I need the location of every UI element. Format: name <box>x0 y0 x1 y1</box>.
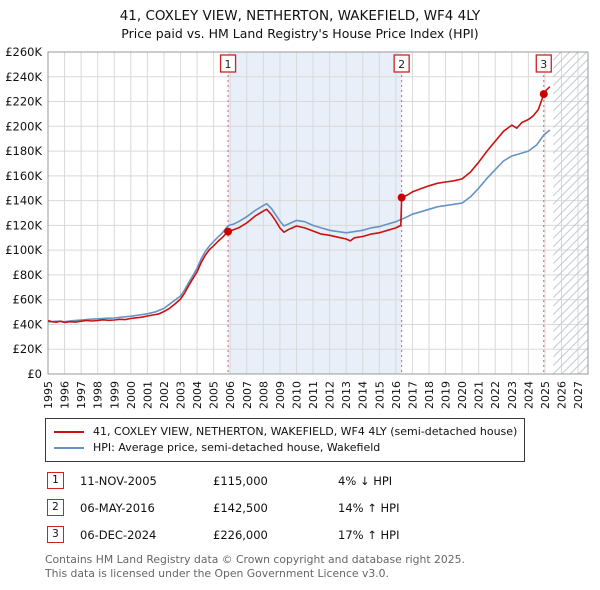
svg-text:2015: 2015 <box>373 381 386 409</box>
svg-text:2003: 2003 <box>175 381 188 409</box>
svg-text:2018: 2018 <box>423 381 436 409</box>
svg-text:£180K: £180K <box>5 144 42 158</box>
svg-text:2000: 2000 <box>125 381 138 409</box>
svg-text:2016: 2016 <box>390 381 403 409</box>
svg-text:£160K: £160K <box>5 169 42 183</box>
table-row: 1 11-NOV-2005 £115,000 4% ↓ HPI <box>47 472 600 489</box>
svg-text:£140K: £140K <box>5 194 42 208</box>
sale-date: 06-DEC-2024 <box>80 527 157 542</box>
svg-text:2: 2 <box>398 58 405 71</box>
svg-text:£20K: £20K <box>13 342 43 356</box>
svg-text:2022: 2022 <box>489 381 502 409</box>
svg-text:2021: 2021 <box>473 381 486 409</box>
svg-text:2008: 2008 <box>257 381 270 409</box>
svg-text:2004: 2004 <box>191 381 204 409</box>
svg-text:2002: 2002 <box>158 381 171 409</box>
svg-text:1999: 1999 <box>108 381 121 409</box>
svg-text:2012: 2012 <box>324 381 337 409</box>
svg-text:2007: 2007 <box>241 381 254 409</box>
svg-text:2009: 2009 <box>274 381 287 409</box>
svg-text:2001: 2001 <box>141 381 154 409</box>
chart-title: 41, COXLEY VIEW, NETHERTON, WAKEFIELD, W… <box>119 8 481 24</box>
svg-text:£200K: £200K <box>5 119 42 133</box>
svg-text:£80K: £80K <box>13 268 43 282</box>
svg-text:£0: £0 <box>27 367 42 381</box>
svg-text:2014: 2014 <box>357 381 370 409</box>
svg-text:£40K: £40K <box>13 317 43 331</box>
chart-legend: 41, COXLEY VIEW, NETHERTON, WAKEFIELD, W… <box>45 418 525 462</box>
legend-label-hpi: HPI: Average price, semi-detached house,… <box>93 441 381 454</box>
svg-text:2026: 2026 <box>555 381 568 409</box>
sale-number-badge: 2 <box>47 499 64 516</box>
legend-label-property: 41, COXLEY VIEW, NETHERTON, WAKEFIELD, W… <box>93 425 518 438</box>
svg-text:2013: 2013 <box>340 381 353 409</box>
sale-hpi-delta: 17% ↑ HPI <box>338 527 400 542</box>
svg-text:2027: 2027 <box>572 381 585 409</box>
svg-text:£100K: £100K <box>5 243 42 257</box>
title-block: 41, COXLEY VIEW, NETHERTON, WAKEFIELD, W… <box>0 0 600 42</box>
svg-text:2006: 2006 <box>224 381 237 409</box>
legend-item-hpi: HPI: Average price, semi-detached house,… <box>54 440 516 456</box>
footer-line-1: Contains HM Land Registry data © Crown c… <box>45 553 465 566</box>
svg-text:2011: 2011 <box>307 381 320 409</box>
svg-text:£220K: £220K <box>5 95 42 109</box>
svg-text:£120K: £120K <box>5 218 42 232</box>
sale-price: £115,000 <box>213 473 268 488</box>
sale-price: £142,500 <box>213 500 268 515</box>
chart-subtitle: Price paid vs. HM Land Registry's House … <box>121 26 479 41</box>
svg-text:£240K: £240K <box>5 70 42 84</box>
svg-text:1: 1 <box>225 58 232 71</box>
svg-text:2017: 2017 <box>406 381 419 409</box>
svg-text:2023: 2023 <box>506 381 519 409</box>
license-footer: Contains HM Land Registry data © Crown c… <box>45 553 600 580</box>
svg-text:1996: 1996 <box>59 381 72 409</box>
hpi-line-swatch <box>54 447 84 449</box>
sale-hpi-delta: 14% ↑ HPI <box>338 500 400 515</box>
sales-table: 1 11-NOV-2005 £115,000 4% ↓ HPI 2 06-MAY… <box>47 472 600 543</box>
svg-text:1997: 1997 <box>75 381 88 409</box>
svg-text:2005: 2005 <box>208 381 221 409</box>
sale-date: 06-MAY-2016 <box>80 500 155 515</box>
svg-text:1995: 1995 <box>42 381 55 409</box>
legend-item-property: 41, COXLEY VIEW, NETHERTON, WAKEFIELD, W… <box>54 424 518 440</box>
sale-date: 11-NOV-2005 <box>80 473 157 488</box>
svg-text:£60K: £60K <box>13 293 43 307</box>
svg-text:2019: 2019 <box>440 381 453 409</box>
price-chart: 1 2 3 £0 £20K £40K £60K £80K £100K £120K £140K £160… <box>5 45 589 409</box>
sale-hpi-delta: 4% ↓ HPI <box>338 473 393 488</box>
sale-price: £226,000 <box>213 527 268 542</box>
sale-number-badge: 3 <box>47 526 64 543</box>
svg-text:2020: 2020 <box>456 381 469 409</box>
property-line-swatch <box>54 431 84 433</box>
table-row: 3 06-DEC-2024 £226,000 17% ↑ HPI <box>47 526 600 543</box>
footer-line-2: This data is licensed under the Open Gov… <box>45 566 389 580</box>
svg-text:1998: 1998 <box>92 381 105 409</box>
svg-text:2024: 2024 <box>522 381 535 409</box>
svg-text:2010: 2010 <box>290 381 303 409</box>
svg-text:3: 3 <box>540 58 547 71</box>
svg-text:£260K: £260K <box>5 45 42 59</box>
svg-text:2025: 2025 <box>539 381 552 409</box>
table-row: 2 06-MAY-2016 £142,500 14% ↑ HPI <box>47 499 600 516</box>
sale-number-badge: 1 <box>47 472 64 489</box>
